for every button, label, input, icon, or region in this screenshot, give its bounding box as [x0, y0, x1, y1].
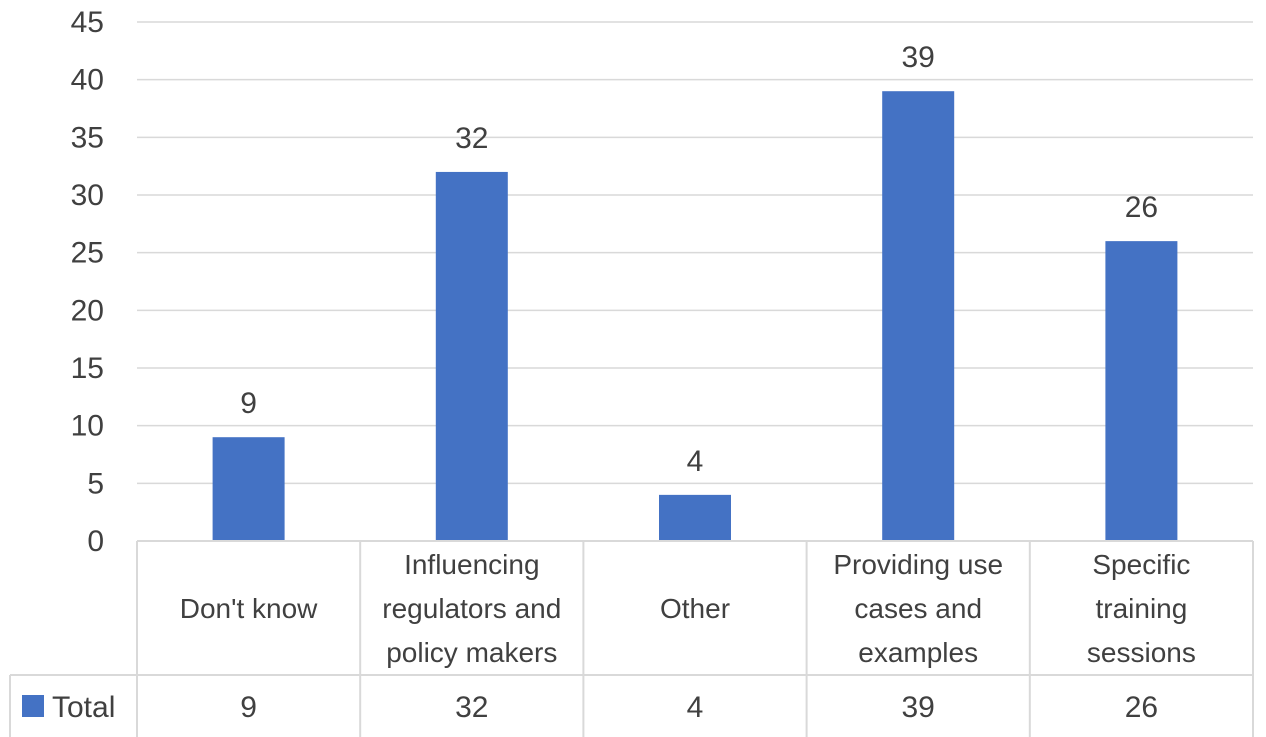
data-label: 9	[240, 387, 257, 420]
data-labels: 9 32 4 39 26	[240, 41, 1158, 478]
y-tick-label: 35	[71, 121, 104, 154]
y-tick-label: 20	[71, 294, 104, 327]
data-label: 26	[1125, 191, 1158, 224]
y-tick-label: 40	[71, 64, 104, 97]
data-label: 4	[687, 445, 704, 478]
category-label: Influencing regulators and policy makers	[382, 549, 561, 668]
category-label: Don't know	[180, 593, 318, 624]
category-label: Specific training sessions	[1087, 549, 1196, 668]
legend-swatch	[22, 695, 44, 717]
y-tick-label: 30	[71, 179, 104, 212]
bar	[212, 437, 285, 541]
table-value: 39	[902, 691, 935, 724]
bar	[882, 91, 955, 541]
table-value: 32	[455, 691, 488, 724]
table-value: 4	[687, 691, 704, 724]
y-tick-label: 5	[87, 467, 104, 500]
y-axis: 0 5 10 15 20 25 30 35 40 45	[71, 6, 104, 558]
category-label: Providing use cases and examples	[833, 549, 1003, 668]
data-label: 32	[455, 122, 488, 155]
gridlines	[137, 21, 1253, 485]
table-value: 26	[1125, 691, 1158, 724]
y-tick-label: 45	[71, 6, 104, 39]
legend-series-name: Total	[52, 691, 115, 724]
y-tick-label: 0	[87, 525, 104, 558]
data-table: Don't know Influencing regulators and polic…	[9, 540, 1254, 737]
bars	[212, 91, 1178, 541]
bar	[435, 171, 508, 541]
bar	[1105, 241, 1178, 541]
data-label: 39	[902, 41, 935, 74]
y-tick-label: 10	[71, 410, 104, 443]
y-tick-label: 15	[71, 352, 104, 385]
y-tick-label: 25	[71, 237, 104, 270]
category-label: Other	[660, 593, 730, 624]
bar	[659, 494, 731, 541]
table-value: 9	[240, 691, 257, 724]
